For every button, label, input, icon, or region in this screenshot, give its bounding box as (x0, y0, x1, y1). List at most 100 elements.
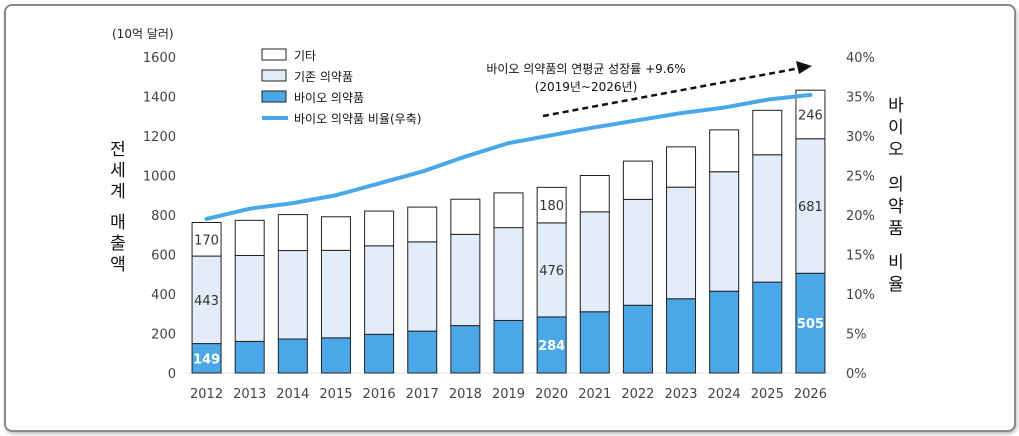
bar-segment (277, 214, 308, 252)
y-right-tick-label: 30% (846, 130, 875, 145)
bar-segment (364, 333, 395, 374)
annotation-title: 바이오 의약품의 연평균 성장률 +9.6% (486, 61, 685, 76)
bar-segment (320, 249, 351, 339)
legend-label: 기존 의약품 (294, 69, 353, 84)
legend-label: 바이오 의약품 (294, 90, 364, 105)
data-label: 505 (797, 317, 824, 332)
bar-segment (709, 171, 740, 292)
x-tick-label: 2013 (233, 387, 266, 402)
axes-group: 0 200 400 600 800 1000 1200 1400 1600 0% 5% 10% 15% 2… (110, 51, 904, 402)
x-tick-label: 2024 (708, 387, 741, 402)
x-tick-label: 2018 (449, 387, 482, 402)
y-right-axis-title-char: 오 (888, 140, 904, 160)
bar-segment (709, 129, 740, 173)
bar-segment (622, 160, 653, 200)
bar-segment (364, 210, 395, 247)
y-right-axis-title-char: 의 (888, 175, 904, 195)
y-left-tick-label: 1200 (143, 130, 176, 145)
bar-segment (795, 138, 826, 274)
y-left-tick-label: 400 (151, 288, 176, 303)
bar-segment (450, 198, 481, 235)
data-label: 681 (798, 200, 823, 215)
y-right-axis-title-char: 이 (888, 118, 904, 138)
bar-segment (320, 216, 351, 251)
y-right-tick-label: 25% (846, 170, 875, 185)
annotation-period: (2019년~2026년) (535, 80, 638, 94)
y-left-tick-label: 800 (151, 209, 176, 224)
y-right-tick-label: 0% (846, 367, 867, 382)
bar-segment (191, 222, 222, 257)
bar-segment (450, 325, 481, 374)
bar-segment (191, 343, 222, 374)
trend-arrow-line (542, 66, 801, 118)
bar-segment (234, 254, 265, 342)
bar-segment (191, 255, 222, 345)
y-left-tick-label: 1400 (143, 91, 176, 106)
unit-label: (10억 달러) (112, 27, 174, 41)
y-right-axis-title-char: 약 (888, 197, 904, 217)
x-tick-label: 2021 (578, 387, 611, 402)
bar-segment (752, 154, 783, 283)
data-label: 443 (194, 294, 219, 309)
y-right-tick-label: 15% (846, 249, 875, 264)
data-label: 149 (193, 352, 220, 367)
bar-segment (536, 316, 567, 374)
legend-label: 바이오 의약품 비율(우축) (294, 111, 421, 126)
bar-segment (493, 319, 524, 374)
x-tick-label: 2017 (406, 387, 439, 402)
bar-segment (622, 304, 653, 374)
y-right-tick-label: 10% (846, 288, 875, 303)
ratio-line (204, 92, 813, 221)
y-left-tick-label: 1000 (143, 170, 176, 185)
bar-segment (493, 192, 524, 229)
x-tick-label: 2020 (535, 387, 568, 402)
bar-segment (666, 186, 697, 300)
x-tick-label: 2026 (794, 387, 827, 402)
y-left-tick-label: 0 (168, 367, 176, 382)
x-tick-label: 2015 (319, 387, 352, 402)
data-label: 284 (538, 339, 565, 354)
bar-segment (407, 241, 438, 332)
data-label: 180 (539, 199, 564, 214)
legend-swatch (261, 69, 287, 82)
bar-segment (752, 281, 783, 374)
bar-segment (536, 186, 567, 224)
x-tick-label: 2012 (190, 387, 223, 402)
x-tick-label: 2019 (492, 387, 525, 402)
y-right-tick-label: 5% (846, 328, 867, 343)
legend-label: 기타 (294, 49, 316, 63)
legend-swatch (261, 90, 287, 103)
bar-segment (752, 109, 783, 156)
bar-segment (277, 338, 308, 374)
y-right-axis-title-char: 율 (888, 275, 904, 295)
growth-annotation: 바이오 의약품의 연평균 성장률 +9.6% (2019년~2026년) (486, 61, 812, 118)
y-left-axis-title-char: 계 (110, 182, 126, 202)
y-right-axis-title-char: 품 (888, 219, 904, 239)
bar-segment (795, 272, 826, 374)
bar-segment (320, 337, 351, 374)
trend-arrow-head (796, 61, 812, 74)
x-tick-label: 2016 (363, 387, 396, 402)
bars-group (191, 89, 826, 374)
y-right-tick-label: 35% (846, 91, 875, 106)
bar-segment (536, 222, 567, 318)
y-right-tick-label: 40% (846, 51, 875, 66)
bar-segment (234, 219, 265, 256)
bar-segment (234, 340, 265, 374)
bar-segment (579, 311, 610, 374)
bar-segment (795, 89, 826, 140)
ratio-line-group (204, 92, 813, 221)
y-left-axis-title-char: 액 (110, 255, 126, 275)
bar-segment (364, 245, 395, 335)
x-tick-label: 2022 (621, 387, 654, 402)
y-right-axis-title-char: 비 (888, 253, 904, 273)
y-left-tick-label: 600 (151, 249, 176, 264)
data-labels-group: 149 443 170 284 476 180 505 681 246 (193, 108, 824, 367)
legend-swatch (261, 48, 287, 61)
y-left-tick-label: 200 (151, 328, 176, 343)
y-right-tick-label: 20% (846, 209, 875, 224)
bar-segment (277, 250, 308, 340)
bar-segment (450, 233, 481, 327)
